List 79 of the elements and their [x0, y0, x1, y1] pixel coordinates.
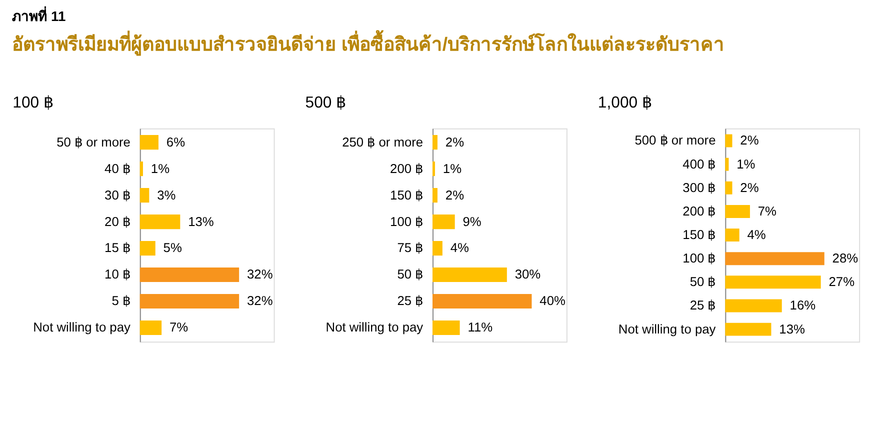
bar: [725, 299, 782, 312]
y-tick-label: 50 ฿: [690, 274, 716, 290]
y-tick-label: 400 ฿: [682, 156, 716, 172]
bar: [432, 240, 442, 256]
y-tick-label: 500 ฿ or more: [634, 132, 716, 148]
data-label: 7%: [170, 320, 188, 335]
bar: [140, 294, 240, 309]
bar: [140, 320, 162, 336]
data-label: 27%: [828, 274, 855, 290]
y-tick-label: 50 ฿: [397, 266, 424, 282]
data-label: 6%: [166, 134, 186, 150]
bar: [140, 135, 158, 150]
y-tick-label: 10 ฿: [104, 266, 130, 282]
data-label: 11%: [468, 320, 493, 335]
data-label: 4%: [450, 240, 469, 256]
bar: [432, 135, 438, 150]
y-tick-label: Not willing to pay: [326, 320, 424, 335]
bar: [432, 320, 460, 336]
data-label: 1%: [442, 160, 462, 176]
bar: [140, 162, 143, 176]
bar: [725, 134, 732, 148]
data-label: 30%: [514, 266, 541, 282]
y-tick-label: 40 ฿: [104, 160, 130, 176]
data-label: 1%: [736, 156, 756, 172]
bar: [432, 294, 532, 309]
bar: [432, 188, 438, 203]
y-tick-label: Not willing to pay: [33, 320, 132, 335]
bar: [140, 188, 150, 203]
bar: [140, 214, 180, 230]
bar: [432, 214, 455, 230]
data-label: 16%: [790, 298, 816, 313]
y-tick-label: 200 ฿: [682, 203, 716, 218]
text: ภาพที่ 11: [12, 6, 66, 24]
bar: [725, 158, 729, 171]
data-label: 4%: [747, 227, 766, 242]
y-tick-label: 150 ฿: [390, 187, 424, 202]
y-tick-label: 200 ฿: [390, 160, 424, 176]
y-tick-label: 150 ฿: [682, 227, 716, 242]
bar: [725, 252, 824, 266]
y-tick-label: 25 ฿: [690, 298, 716, 313]
data-label: 2%: [740, 180, 759, 195]
y-tick-label: 100 ฿: [390, 214, 424, 229]
bar: [725, 276, 821, 289]
data-label: 9%: [462, 214, 482, 229]
bar: [725, 322, 772, 336]
bar: [432, 267, 507, 282]
y-tick-label: 30 ฿: [104, 187, 130, 202]
y-tick-label: 75 ฿: [397, 240, 424, 256]
chart-title: 100 ฿: [12, 94, 54, 112]
bar: [725, 228, 740, 242]
data-label: 2%: [445, 134, 464, 150]
chart-title: 500 ฿: [305, 94, 346, 112]
y-tick-label: 5 ฿: [112, 293, 130, 308]
data-label: 5%: [163, 240, 182, 256]
y-tick-label: 20 ฿: [104, 214, 130, 229]
y-tick-label: 25 ฿: [397, 293, 424, 308]
data-label: 3%: [157, 187, 176, 202]
data-label: 2%: [445, 187, 464, 202]
y-tick-label: 100 ฿: [682, 250, 716, 266]
data-label: 32%: [247, 293, 273, 308]
y-tick-label: 300 ฿: [682, 180, 716, 195]
y-tick-label: 50 ฿ or more: [56, 134, 130, 150]
y-tick-label: Not willing to pay: [618, 321, 716, 336]
data-label: 1%: [150, 160, 170, 176]
data-label: 7%: [758, 203, 777, 218]
bar: [725, 204, 750, 218]
bar: [725, 181, 732, 194]
bar: [140, 267, 240, 282]
y-tick-label: 15 ฿: [104, 240, 130, 256]
data-label: 28%: [832, 250, 858, 266]
data-label: 2%: [740, 132, 759, 148]
data-label: 32%: [247, 266, 273, 282]
data-label: 40%: [540, 293, 566, 308]
text: อัตราพรีเมียมที่ผู้ตอบแบบสำรวจยินดีจ่าย เพื่อซื้อสินค้า/บริการรักษ์โลกในแต่ละระดับราคา: [12, 30, 725, 57]
data-label: 13%: [779, 321, 805, 336]
y-tick-label: 250 ฿ or more: [342, 134, 424, 150]
chart-title: 1,000 ฿: [598, 94, 652, 112]
data-label: 13%: [188, 214, 214, 229]
bar: [140, 240, 156, 256]
